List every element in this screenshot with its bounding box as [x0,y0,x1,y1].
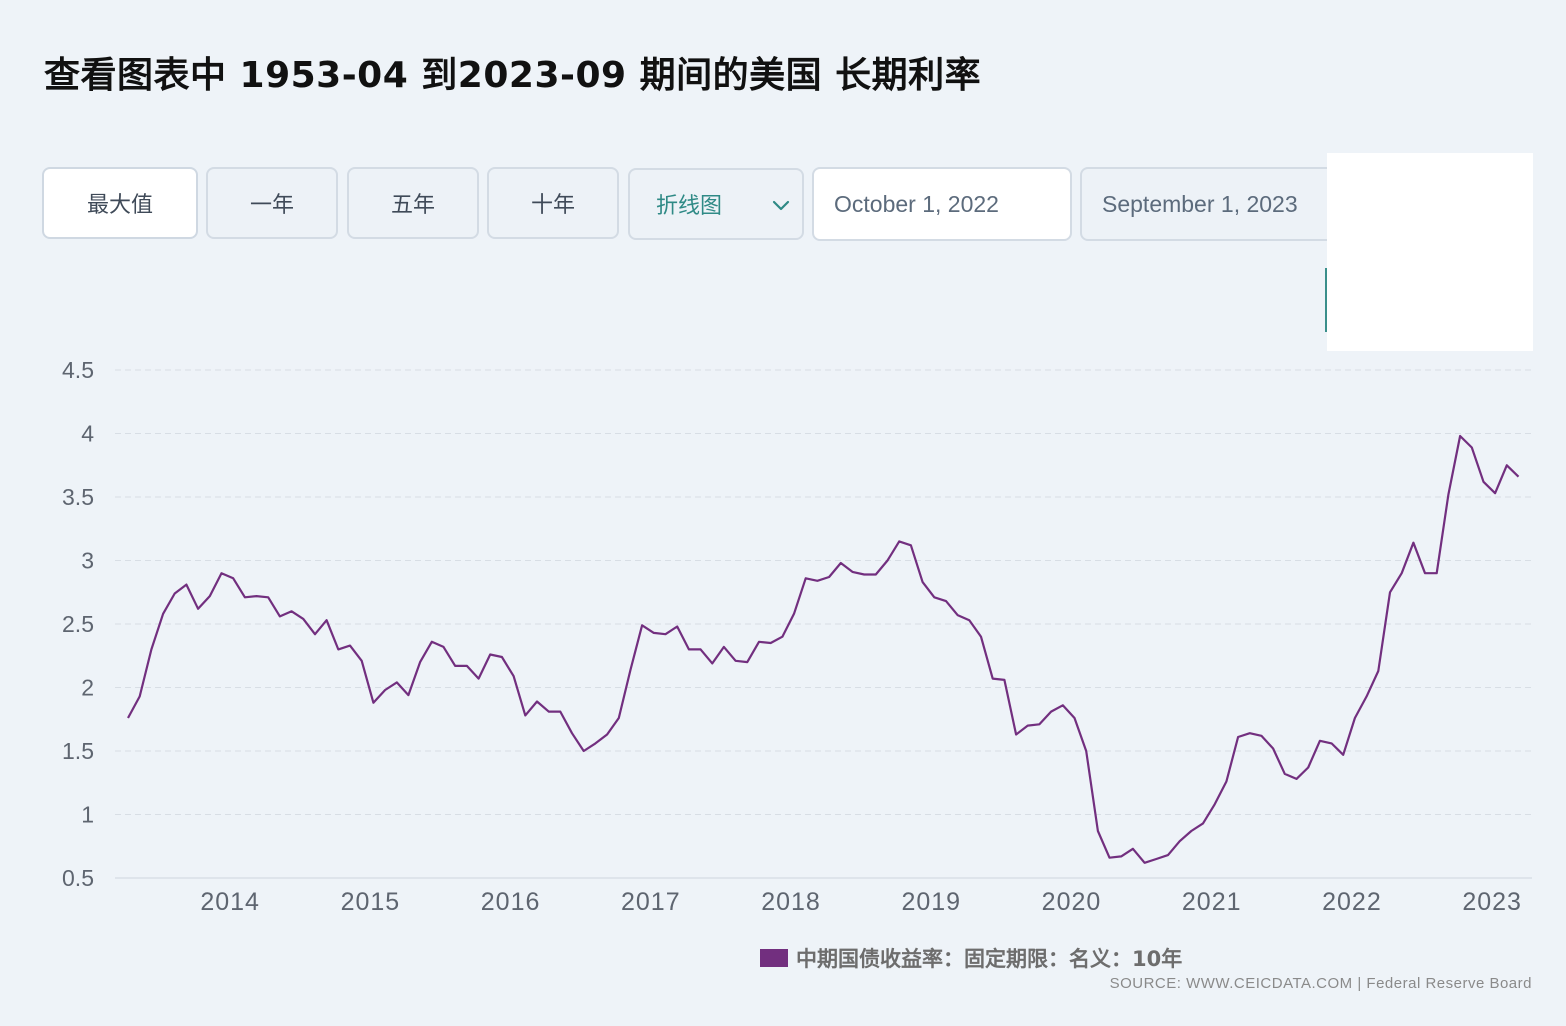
chart-type-label: 折线图 [656,194,723,219]
chevron-down-icon [772,200,790,211]
y-tick-label: 1 [81,802,94,828]
chart-series [127,434,1520,864]
start-date-input[interactable]: October 1, 2022 [812,167,1072,241]
y-tick-label: 0.5 [62,865,94,891]
source-note: SOURCE: WWW.CEICDATA.COM | Federal Reser… [1109,975,1532,992]
y-tick-label: 2.5 [62,611,94,637]
y-tick-label: 4.5 [62,357,94,383]
y-tick-label: 2 [81,675,94,701]
x-tick-label: 2021 [1182,888,1242,916]
x-tick-label: 2016 [481,888,541,916]
x-tick-label: 2015 [341,888,401,916]
y-axis-ticks: 0.5 1 1.5 2 2.5 3 3.5 4 4.5 [62,357,94,891]
line-chart: 0.5 1 1.5 2 2.5 3 3.5 4 4.5 2014 2015 2016 2017 2018… [62,357,1532,916]
x-tick-label: 2019 [901,888,961,916]
chart-type-select[interactable]: 折线图 [628,168,804,240]
x-tick-label: 2023 [1462,888,1522,916]
x-tick-label: 2020 [1042,888,1102,916]
x-tick-label: 2017 [621,888,681,916]
x-tick-label: 2018 [761,888,821,916]
page-title: 查看图表中 1953-04 到2023-09 期间的美国 长期利率 [44,55,982,96]
legend-label: 中期国债收益率：固定期限：名义：10年 [796,947,1183,971]
y-tick-label: 4 [81,421,94,447]
y-tick-label: 3 [81,548,94,574]
legend-swatch [760,949,788,967]
range-button-1y[interactable]: 一年 [206,167,338,239]
overlay-panel [1327,153,1533,351]
range-button-5y[interactable]: 五年 [347,167,479,239]
chart-gridlines [115,369,1532,879]
x-axis-ticks: 2014 2015 2016 2017 2018 2019 2020 2021 2022 2023 [200,888,1522,916]
chart-legend: 中期国债收益率：固定期限：名义：10年 [760,943,1182,973]
x-tick-label: 2022 [1322,888,1382,916]
range-button-max[interactable]: 最大值 [42,167,198,239]
y-tick-label: 1.5 [62,738,94,764]
apply-button-edge [1325,268,1328,332]
y-tick-label: 3.5 [62,484,94,510]
series-line [127,434,1520,864]
x-tick-label: 2014 [200,888,260,916]
range-button-10y[interactable]: 十年 [487,167,619,239]
